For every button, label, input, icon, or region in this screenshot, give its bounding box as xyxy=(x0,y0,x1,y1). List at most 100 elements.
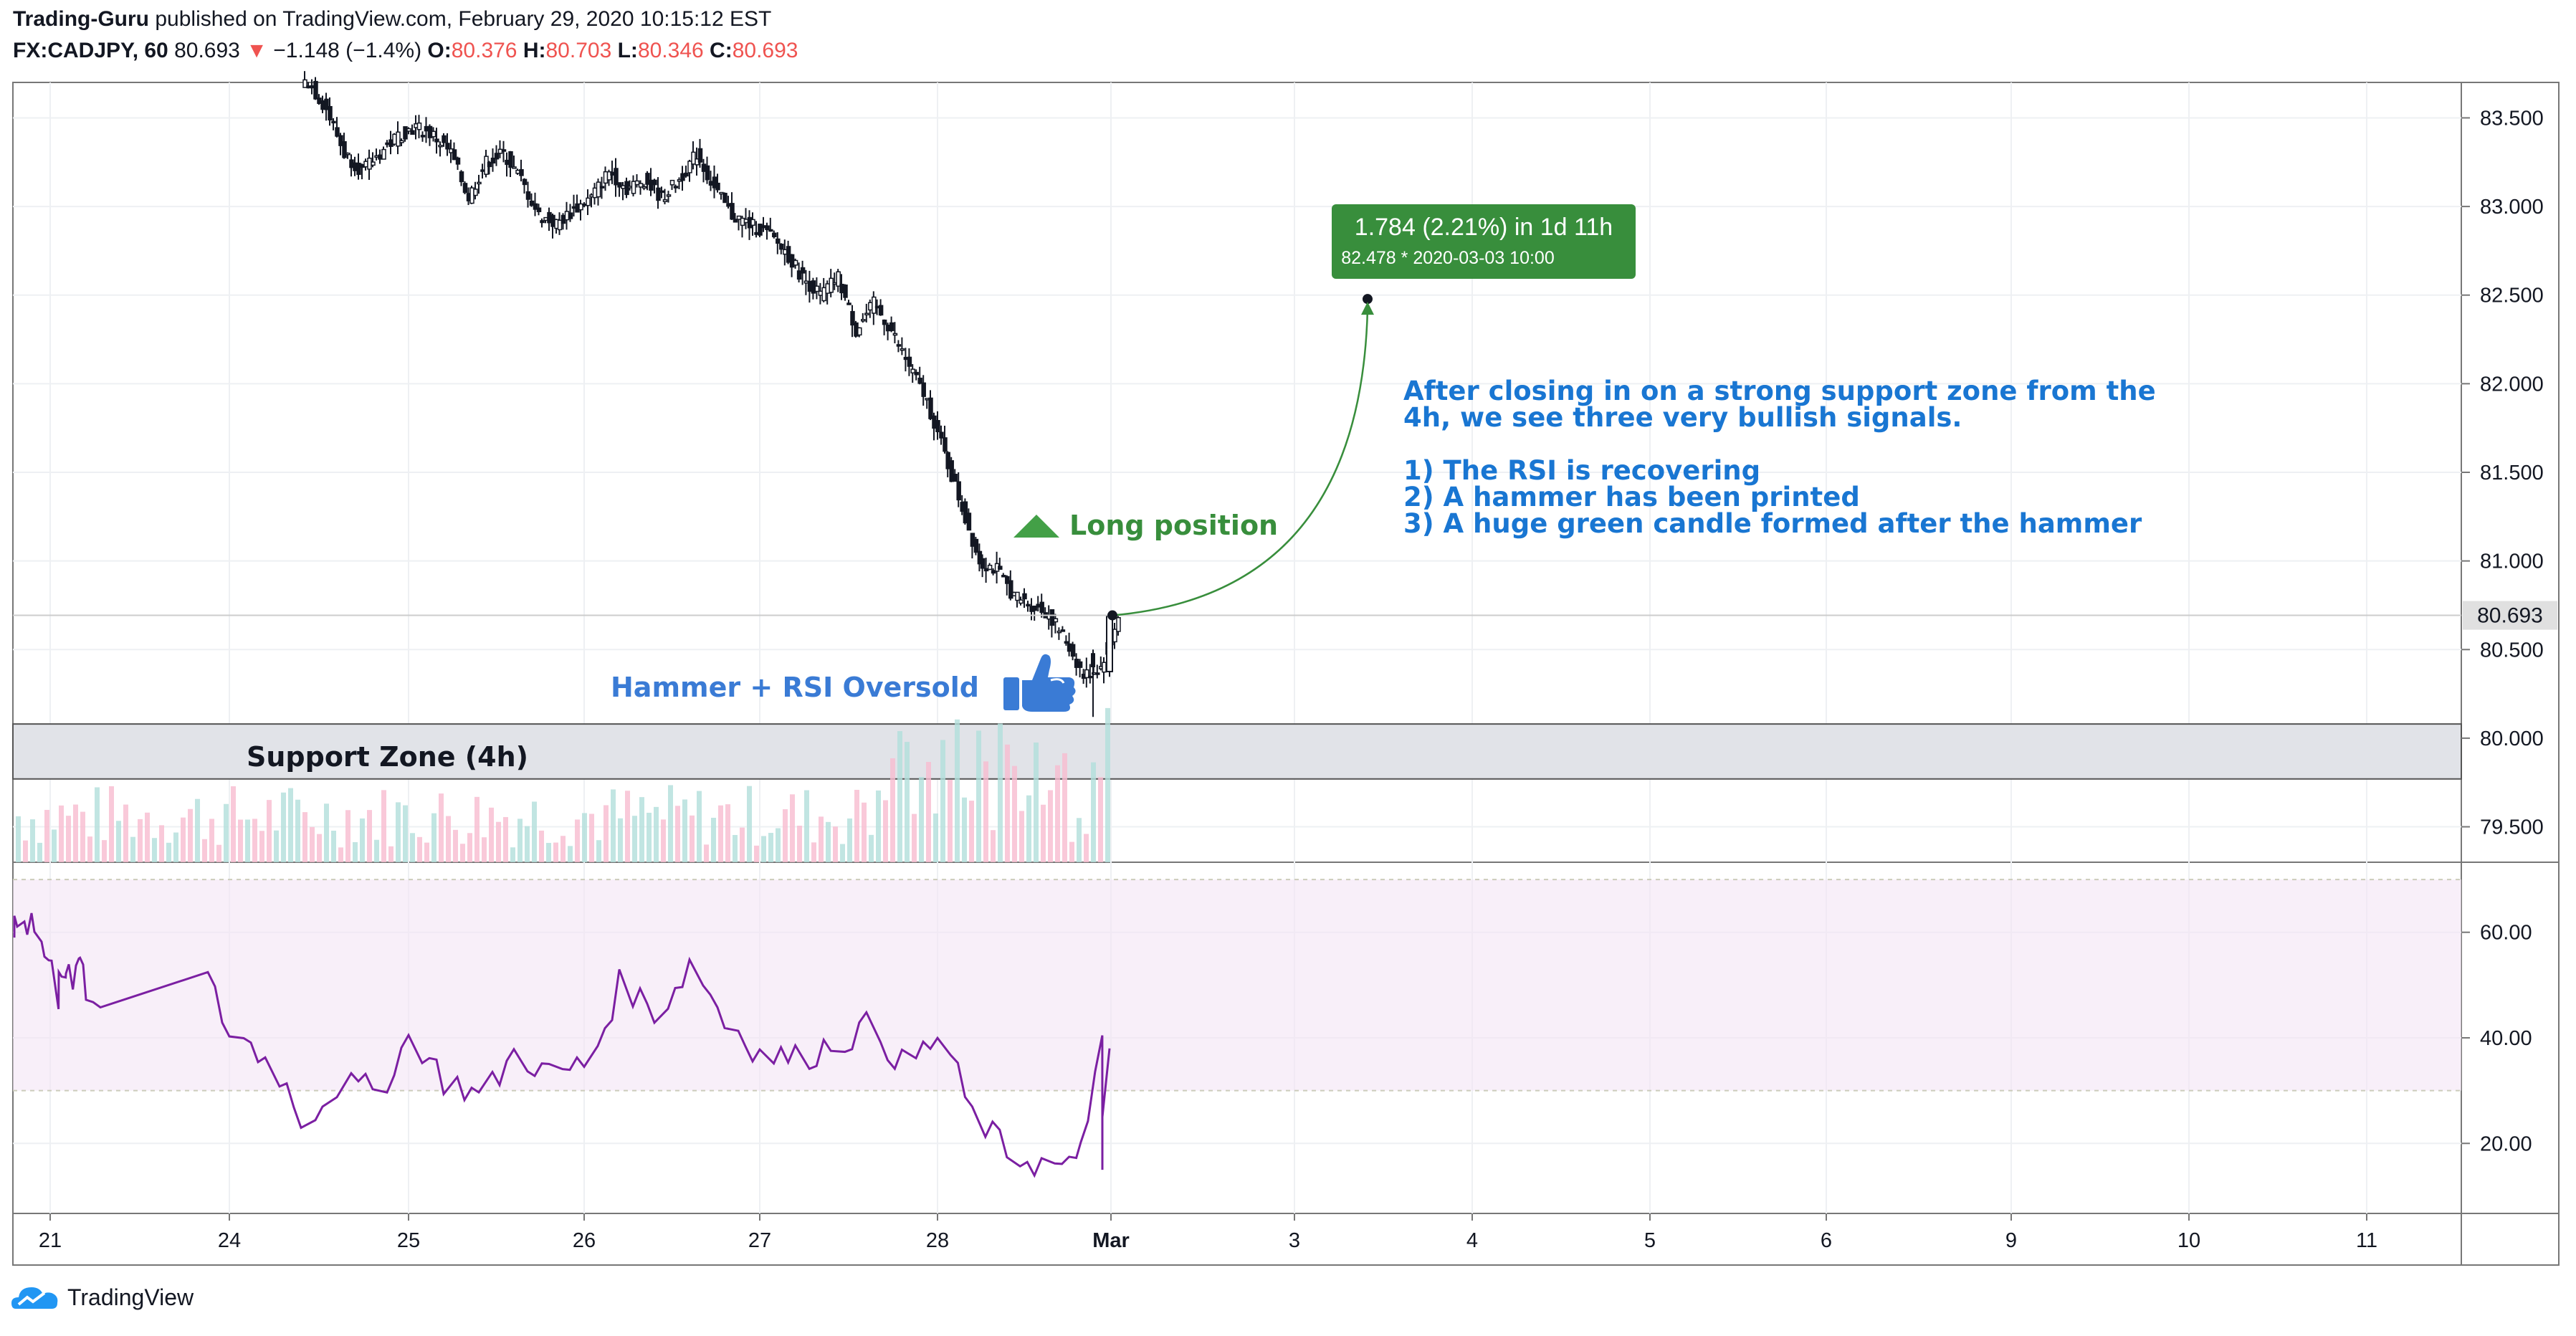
price-tick-label: 79.500 xyxy=(2480,816,2544,839)
volume-bar xyxy=(73,804,78,862)
volume-bar xyxy=(1091,762,1096,862)
candle-body xyxy=(846,302,851,305)
volume-bar xyxy=(675,806,680,862)
author-name: Trading-Guru xyxy=(13,7,149,31)
volume-bar xyxy=(568,846,573,862)
volume-bar xyxy=(768,833,773,862)
candle-body xyxy=(907,356,912,367)
volume-bar xyxy=(1012,765,1017,862)
volume-bar xyxy=(252,819,257,862)
tradingview-footer[interactable]: TradingView xyxy=(11,1283,194,1312)
tradingview-logo-icon xyxy=(11,1287,58,1309)
candle-body xyxy=(966,512,972,531)
volume-bar xyxy=(95,787,100,862)
price-tick-label: 80.500 xyxy=(2480,639,2544,662)
publish-info: Trading-Guru published on TradingView.co… xyxy=(13,7,771,32)
volume-bar xyxy=(539,830,544,862)
volume-bar xyxy=(310,826,315,862)
candle-body xyxy=(568,212,573,219)
volume-bar xyxy=(453,829,458,862)
volume-bar xyxy=(553,842,558,862)
price-tick-label: 83.000 xyxy=(2480,196,2544,219)
time-tick-label: 5 xyxy=(1644,1229,1656,1252)
time-tick-label: Mar xyxy=(1092,1229,1130,1252)
candle-body xyxy=(536,207,542,212)
volume-bar xyxy=(238,819,243,862)
time-tick-label: 10 xyxy=(2177,1229,2200,1252)
open-value: 80.376 xyxy=(451,39,517,62)
volume-bar xyxy=(338,847,343,862)
volume-bar xyxy=(216,844,221,862)
candle-body xyxy=(673,186,679,189)
candle-body xyxy=(750,219,755,226)
volume-bar xyxy=(1062,753,1067,862)
price-tick-label: 81.000 xyxy=(2480,550,2544,573)
volume-bar xyxy=(790,794,795,862)
volume-bar xyxy=(381,790,386,862)
candle-body xyxy=(857,327,862,336)
target-main-text: 1.784 (2.21%) in 1d 11h xyxy=(1355,214,1613,241)
volume-bar xyxy=(102,840,107,862)
candle-body xyxy=(1032,605,1037,611)
candle-body xyxy=(991,570,996,574)
candle-body xyxy=(477,181,482,185)
volume-bar xyxy=(281,792,286,862)
volume-bar xyxy=(87,836,92,862)
candle-body xyxy=(529,200,535,206)
note-line-4: 2) A hammer has been printed xyxy=(1403,482,1860,512)
volume-bar xyxy=(66,816,71,862)
volume-bar xyxy=(1019,811,1024,862)
volume-bar xyxy=(747,786,752,862)
volume-bar xyxy=(159,825,164,862)
candle-body xyxy=(963,501,968,524)
volume-bar xyxy=(560,836,566,862)
volume-bar xyxy=(962,797,967,862)
projection-end-point xyxy=(1363,294,1373,305)
volume-bar xyxy=(109,786,114,862)
time-tick-label: 4 xyxy=(1466,1229,1478,1252)
candle-body xyxy=(403,126,408,140)
axis-frame xyxy=(2461,82,2560,1266)
candle-body xyxy=(512,166,517,169)
volume-bar xyxy=(991,830,996,862)
candle-body xyxy=(659,190,664,194)
candle-body xyxy=(522,178,528,186)
candle-body xyxy=(313,80,318,100)
candle-body xyxy=(1102,662,1107,673)
price-axis: 83.500 83.000 82.500 82.000 81.500 81.000 80.5… xyxy=(2461,107,2544,839)
volume-bar xyxy=(188,808,193,862)
candle-body xyxy=(939,431,944,439)
candle-body xyxy=(381,148,386,160)
candle-body xyxy=(399,140,404,143)
candle-body xyxy=(687,161,692,173)
price-tick-label: 83.500 xyxy=(2480,107,2544,130)
candle-body xyxy=(1039,601,1044,614)
target-sub-text: 82.478 * 2020-03-03 10:00 xyxy=(1341,248,1554,268)
candle-body xyxy=(821,287,826,302)
volume-bar xyxy=(259,831,264,862)
volume-bar xyxy=(948,779,953,862)
note-line-2: 4h, we see three very bullish signals. xyxy=(1403,402,1962,433)
time-tick-label: 11 xyxy=(2356,1229,2377,1252)
candlestick-series xyxy=(302,71,1121,717)
note-line-1: After closing in on a strong support zon… xyxy=(1403,376,2156,406)
volume-bar xyxy=(510,847,515,862)
volume-bar xyxy=(202,839,207,862)
candle-body xyxy=(455,157,461,165)
rsi-tick-label: 40.00 xyxy=(2480,1027,2532,1050)
volume-bar xyxy=(604,805,609,862)
volume-bar xyxy=(611,789,616,862)
volume-bar xyxy=(761,836,766,862)
volume-bar xyxy=(969,801,974,862)
rsi-line xyxy=(13,912,1111,1178)
low-label: L: xyxy=(617,39,638,62)
high-value: 80.703 xyxy=(545,39,612,62)
volume-bar xyxy=(302,812,307,862)
candle-body xyxy=(697,148,703,163)
candle-body xyxy=(416,122,422,130)
time-tick-label: 27 xyxy=(748,1229,771,1252)
candle-body xyxy=(641,186,647,189)
volume-bar xyxy=(1105,707,1110,862)
volume-bar xyxy=(517,819,523,862)
